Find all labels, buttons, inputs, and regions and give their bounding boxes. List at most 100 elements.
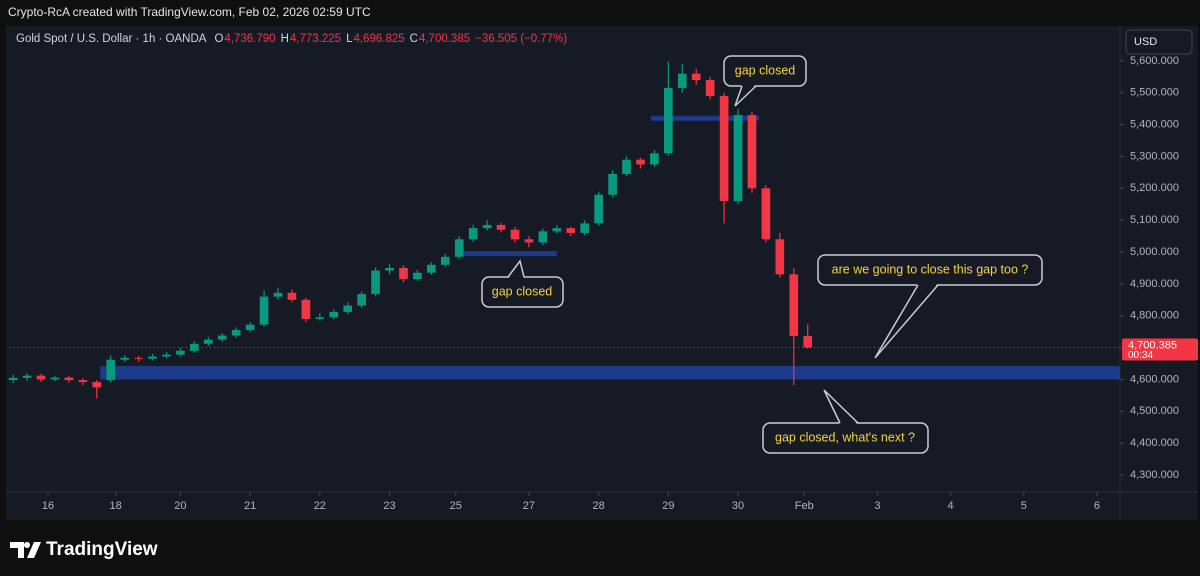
candle-body bbox=[510, 229, 520, 240]
x-tick-label: 3 bbox=[874, 500, 880, 512]
annotation: gap closed bbox=[735, 63, 796, 77]
callout: gap closed bbox=[481, 259, 564, 308]
y-tick-label: 5,100.000 bbox=[1130, 214, 1179, 226]
annotation: gap closed, what's next ? bbox=[775, 430, 915, 444]
candle-body bbox=[203, 339, 213, 344]
x-tick-label: 20 bbox=[174, 500, 186, 512]
countdown: 00:34 bbox=[1128, 350, 1153, 361]
y-tick-label: 4,400.000 bbox=[1130, 437, 1179, 449]
symbol: Gold Spot / U.S. Dollar · 1h · OANDA bbox=[16, 33, 207, 45]
candle-body bbox=[566, 228, 576, 233]
candle-body bbox=[705, 80, 715, 96]
candle-body bbox=[176, 350, 185, 355]
candle-body bbox=[22, 375, 32, 378]
callout-tail bbox=[507, 259, 525, 278]
candle-body bbox=[636, 159, 645, 165]
candle-body bbox=[719, 95, 729, 202]
x-tick-label: 6 bbox=[1094, 500, 1100, 512]
callout-tail bbox=[734, 85, 757, 107]
candle-body bbox=[385, 267, 394, 271]
candle-body bbox=[106, 359, 116, 381]
ohlc-value: 4,696.825 bbox=[353, 33, 404, 45]
candle-body bbox=[64, 377, 74, 381]
y-tick-label: 4,300.000 bbox=[1130, 469, 1179, 481]
candle-body bbox=[789, 274, 799, 336]
brand-logo bbox=[10, 542, 41, 558]
currency[interactable]: USD bbox=[1134, 36, 1157, 48]
ohlc-key: L bbox=[346, 33, 353, 45]
y-tick-label: 5,400.000 bbox=[1130, 119, 1179, 131]
candle-body bbox=[273, 292, 283, 297]
candle-body bbox=[217, 335, 227, 340]
change: −36.505 (−0.77%) bbox=[475, 33, 567, 45]
x-tick-label: 22 bbox=[314, 500, 326, 512]
last-price-box bbox=[1122, 338, 1198, 361]
candle-body bbox=[245, 324, 255, 331]
candle-body bbox=[148, 356, 157, 359]
ohlc-key: H bbox=[281, 33, 289, 45]
candle-body bbox=[315, 317, 325, 319]
callout: are we going to close this gap too ? bbox=[817, 254, 1043, 359]
brand-name: TradingView bbox=[46, 539, 158, 560]
ohlc-value: 4,773.225 bbox=[290, 33, 341, 45]
x-tick-label: 28 bbox=[593, 500, 605, 512]
candle-body bbox=[8, 377, 18, 381]
candle-body bbox=[580, 223, 590, 233]
author-line: Crypto-RcA created with TradingView.com,… bbox=[8, 5, 371, 19]
candle-body bbox=[162, 354, 171, 357]
x-tick-label: 16 bbox=[42, 500, 54, 512]
y-tick-label: 5,600.000 bbox=[1130, 55, 1179, 67]
candle-body bbox=[259, 296, 269, 325]
y-tick-label: 4,800.000 bbox=[1130, 310, 1179, 322]
candle-body bbox=[496, 224, 506, 230]
candle-body bbox=[231, 330, 241, 336]
x-tick-label: 21 bbox=[244, 500, 256, 512]
candle-body bbox=[357, 294, 366, 306]
candle-body bbox=[413, 272, 422, 280]
ohlc-key: C bbox=[410, 33, 418, 45]
candle-body bbox=[524, 239, 534, 243]
candle-body bbox=[92, 382, 102, 388]
x-tick-label: 23 bbox=[383, 500, 395, 512]
candle-body bbox=[427, 264, 436, 273]
candle-body bbox=[650, 153, 659, 165]
candle-body bbox=[677, 73, 687, 88]
candle-body bbox=[622, 159, 631, 174]
candle-body bbox=[343, 305, 353, 312]
y-tick-label: 4,500.000 bbox=[1130, 405, 1179, 417]
candle-body bbox=[608, 173, 617, 195]
callout: gap closed bbox=[723, 55, 807, 107]
ohlc-value: 4,700.385 bbox=[419, 33, 470, 45]
y-tick-label: 4,900.000 bbox=[1130, 278, 1179, 290]
candle-body bbox=[440, 256, 450, 265]
y-tick-label: 5,500.000 bbox=[1130, 87, 1179, 99]
candle-body bbox=[775, 239, 785, 275]
candle-body bbox=[664, 87, 673, 154]
candle-body bbox=[134, 357, 143, 359]
candle-body bbox=[538, 231, 548, 243]
y-tick-label: 5,200.000 bbox=[1130, 182, 1179, 194]
candle-body bbox=[371, 270, 380, 295]
candle-body bbox=[691, 73, 701, 81]
candle-body bbox=[36, 375, 46, 380]
candle-body bbox=[761, 188, 771, 240]
candle-body bbox=[78, 380, 88, 383]
candle-body bbox=[803, 335, 813, 348]
annotation: gap closed bbox=[492, 284, 553, 298]
x-tick-label: 4 bbox=[948, 500, 954, 512]
callout-tail bbox=[508, 261, 524, 279]
callout-tail bbox=[823, 389, 859, 424]
candle-body bbox=[552, 228, 562, 232]
x-tick-label: 25 bbox=[450, 500, 462, 512]
gap-zone bbox=[100, 366, 1120, 380]
x-tick-label: 18 bbox=[109, 500, 121, 512]
candle-body bbox=[594, 194, 603, 224]
x-tick-label: 30 bbox=[732, 500, 744, 512]
candle-body bbox=[120, 357, 129, 360]
candle-body bbox=[301, 299, 311, 319]
last-price-label: 4,700.385 bbox=[1128, 339, 1177, 351]
currency-button[interactable] bbox=[1125, 29, 1193, 55]
callout: gap closed, what's next ? bbox=[762, 389, 929, 454]
candle-body bbox=[399, 267, 408, 280]
